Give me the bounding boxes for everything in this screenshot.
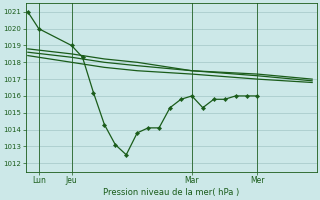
- X-axis label: Pression niveau de la mer( hPa ): Pression niveau de la mer( hPa ): [103, 188, 239, 197]
